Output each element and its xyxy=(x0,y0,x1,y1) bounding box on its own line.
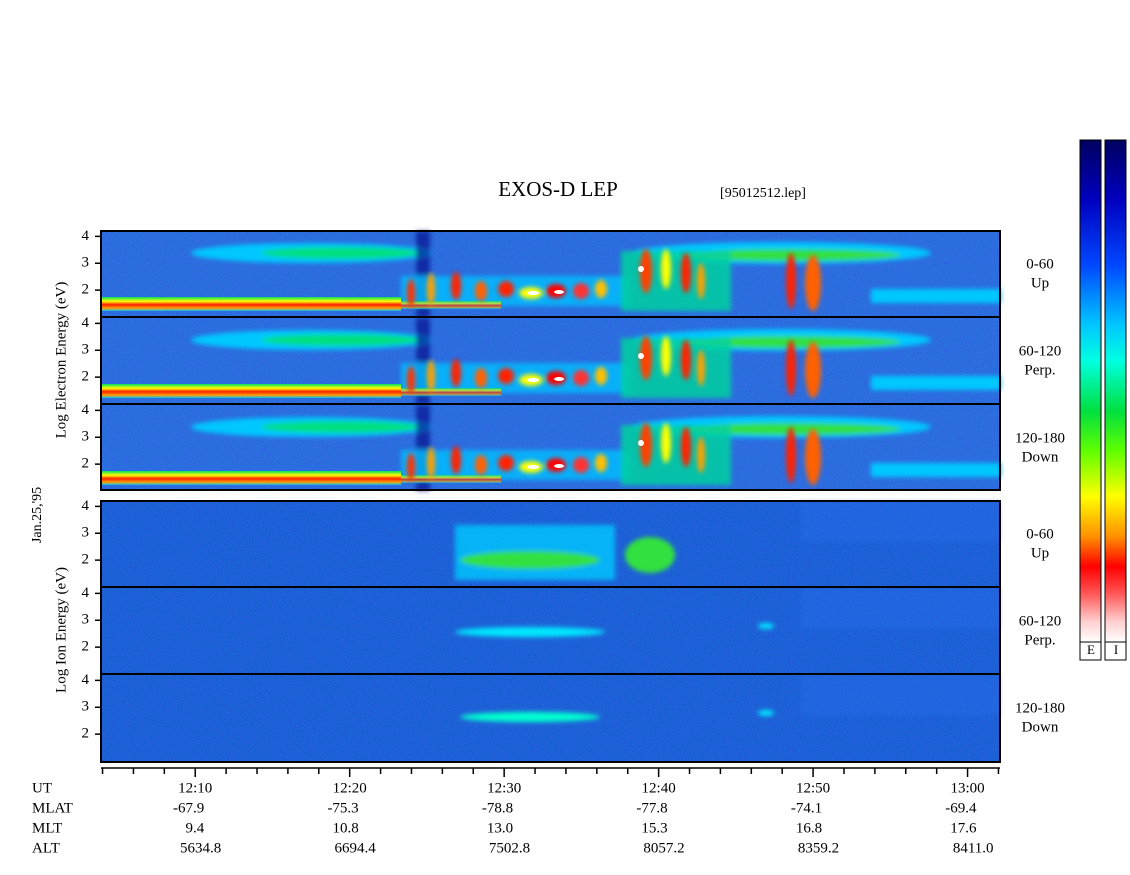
y-tick-label: 4 xyxy=(82,498,90,514)
panel-label: 120-180 xyxy=(1015,700,1065,716)
y-tick-label: 3 xyxy=(82,342,90,358)
y-tick-label: 4 xyxy=(82,402,90,418)
ephemeris-label: ALT xyxy=(32,840,60,856)
panel-sublabel: Perp. xyxy=(1024,632,1055,648)
ephemeris-label: UT xyxy=(32,780,52,796)
panel-label: 60-120 xyxy=(1019,343,1062,359)
x-tick-label: 12:30 xyxy=(487,780,521,796)
ephemeris-value: 7502.8 xyxy=(489,840,530,856)
ephemeris-value: 16.8 xyxy=(796,820,822,836)
ephemeris-value: 6694.4 xyxy=(334,840,376,856)
x-tick-label: 12:20 xyxy=(333,780,367,796)
chart-title: EXOS-D LEP xyxy=(498,177,618,201)
panel-sublabel: Perp. xyxy=(1024,362,1055,378)
ephemeris-label: MLT xyxy=(32,820,62,836)
y-axis-label: Log Ion Energy (eV) xyxy=(53,567,69,693)
panel-label: 0-60 xyxy=(1026,256,1054,272)
panel-label: 60-120 xyxy=(1019,613,1062,629)
y-tick-label: 2 xyxy=(82,369,90,385)
panel-label: 120-180 xyxy=(1015,430,1065,446)
y-tick-label: 3 xyxy=(82,429,90,445)
y-tick-label: 4 xyxy=(82,228,90,244)
ephemeris-value: -69.4 xyxy=(945,800,977,816)
x-tick-label: 13:00 xyxy=(950,780,984,796)
y-tick-label: 3 xyxy=(82,699,90,715)
x-tick-label: 12:40 xyxy=(642,780,676,796)
ephemeris-value: -78.8 xyxy=(482,800,513,816)
date-label: Jan.25,'95 xyxy=(30,487,45,543)
ephemeris-value: 17.6 xyxy=(950,820,977,836)
x-tick-label: 12:10 xyxy=(178,780,212,796)
ephemeris-value: -77.8 xyxy=(636,800,667,816)
ephemeris-value: 5634.8 xyxy=(180,840,221,856)
y-tick-label: 3 xyxy=(82,525,90,541)
ephemeris-value: 8359.2 xyxy=(798,840,839,856)
ephemeris-value: -75.3 xyxy=(327,800,358,816)
y-tick-label: 2 xyxy=(82,552,90,568)
spectrogram-image xyxy=(101,231,1001,761)
panel-frames xyxy=(100,230,1001,763)
ephemeris-value: 15.3 xyxy=(641,820,667,836)
ephemeris-value: 8411.0 xyxy=(953,840,994,856)
y-tick-label: 4 xyxy=(82,585,90,601)
ephemeris-value: 8057.2 xyxy=(643,840,684,856)
panel-sublabel: Up xyxy=(1031,275,1049,291)
x-tick-label: 12:50 xyxy=(796,780,830,796)
y-tick-label: 2 xyxy=(82,282,90,298)
panel-sublabel: Up xyxy=(1031,545,1049,561)
y-tick-label: 4 xyxy=(82,672,90,688)
y-tick-label: 3 xyxy=(82,255,90,271)
y-tick-label: 3 xyxy=(82,612,90,628)
ephemeris-value: -67.9 xyxy=(173,800,204,816)
y-tick-label: 2 xyxy=(82,456,90,472)
colorbars xyxy=(1079,139,1127,661)
ephemeris-label: MLAT xyxy=(32,800,73,816)
y-tick-label: 4 xyxy=(82,315,90,331)
panel-sublabel: Down xyxy=(1022,719,1059,735)
ephemeris-value: -74.1 xyxy=(791,800,822,816)
ephemeris-value: 13.0 xyxy=(487,820,513,836)
colorbar-label: I xyxy=(1114,642,1118,657)
panel-label: 0-60 xyxy=(1026,526,1054,542)
y-tick-label: 2 xyxy=(82,726,90,742)
y-axis-label: Log Electron Energy (eV) xyxy=(53,282,69,439)
ephemeris-value: 10.8 xyxy=(332,820,358,836)
chart-subtitle: [95012512.lep] xyxy=(720,186,806,201)
colorbar-label: E xyxy=(1087,642,1095,657)
ephemeris-value: 9.4 xyxy=(185,820,204,836)
panel-sublabel: Down xyxy=(1022,449,1059,465)
y-tick-label: 2 xyxy=(82,639,90,655)
